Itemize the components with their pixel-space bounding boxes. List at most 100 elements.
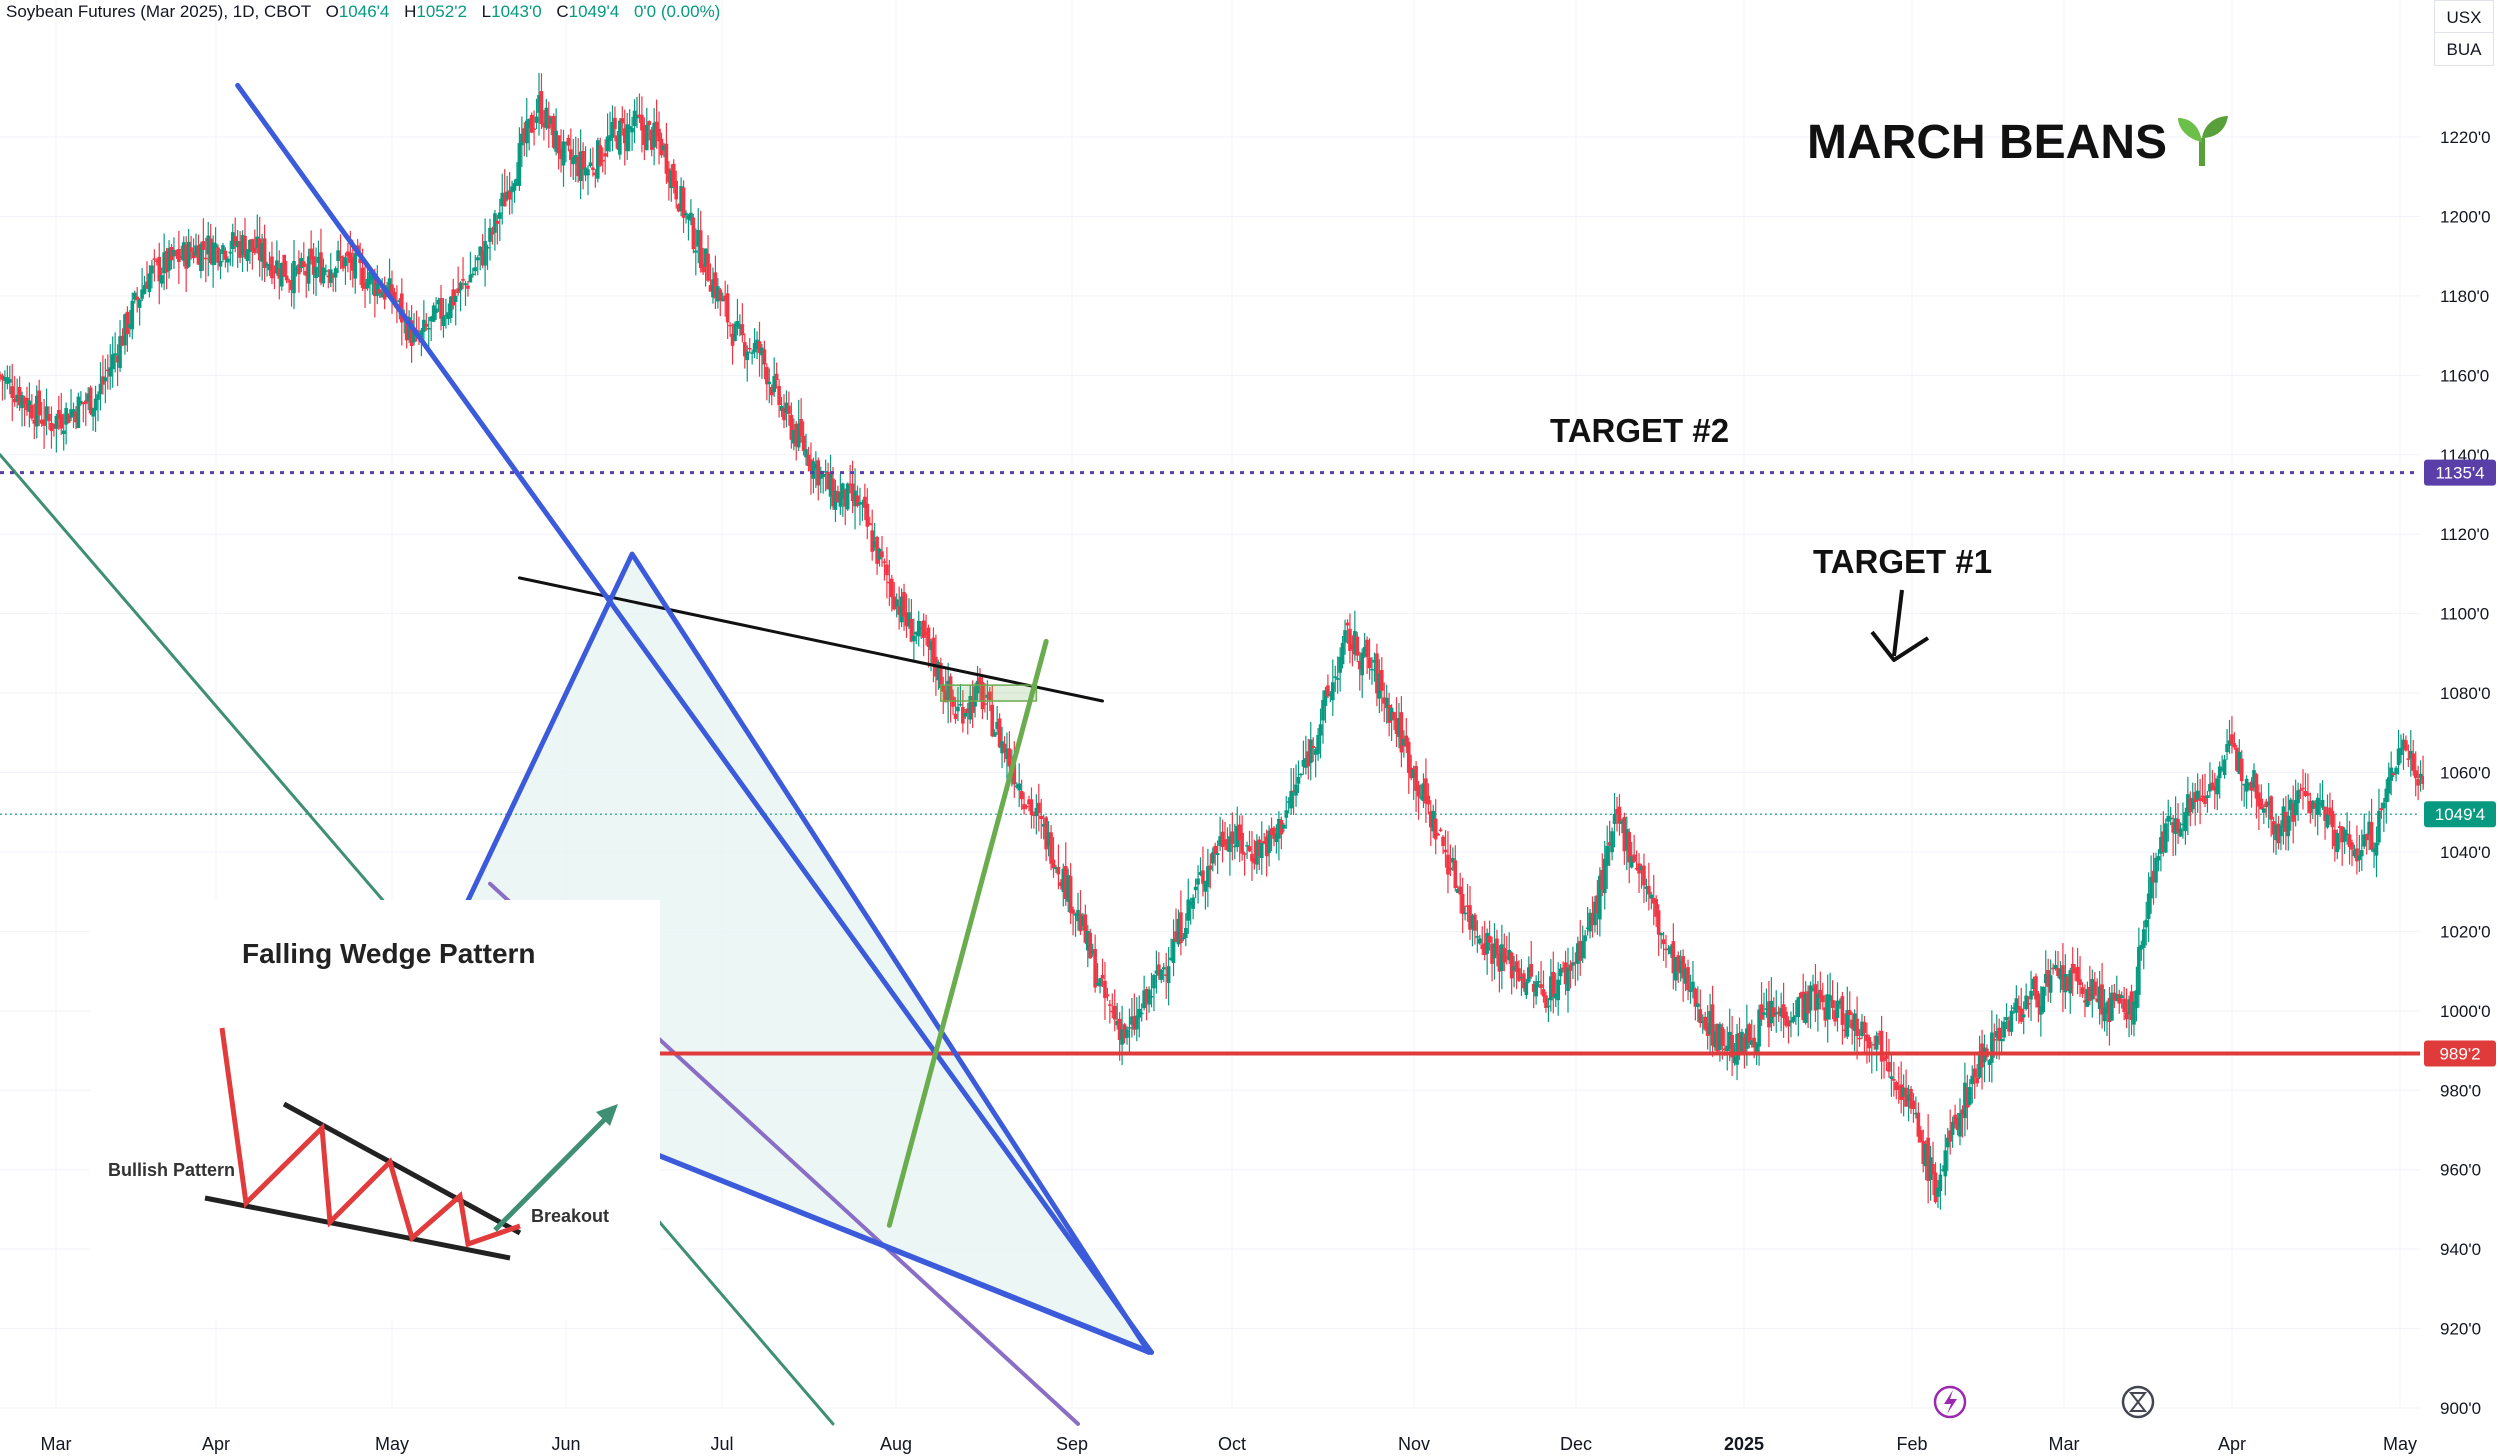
candle-body (2173, 818, 2178, 834)
hourglass-icon[interactable] (2121, 1385, 2155, 1419)
candle (1585, 907, 1590, 936)
candle (1632, 834, 1636, 863)
candle (1245, 841, 1249, 859)
candle (1960, 1105, 1965, 1138)
candle (1627, 828, 1632, 884)
candle-body (1737, 1032, 1742, 1052)
candle-body (978, 677, 982, 685)
candle (1948, 1109, 1952, 1155)
candle-body (1877, 1033, 1881, 1035)
candle-body (1882, 1057, 1886, 1061)
time-axis[interactable]: Mar Apr May Jun Jul Aug Sep Oct Nov Dec 2025 Feb Mar… (41, 1434, 2418, 1454)
candle-body (554, 130, 558, 152)
candle (1602, 840, 1607, 910)
candle-body (542, 122, 546, 128)
candle-body (123, 314, 127, 346)
candle (279, 262, 284, 291)
target2-label: TARGET #2 (1550, 412, 1729, 449)
candle-body (343, 257, 348, 267)
candle (2335, 829, 2340, 860)
candle-body (1862, 1022, 1867, 1034)
candle (1171, 919, 1176, 977)
candle-body (2115, 994, 2119, 1002)
candle (1899, 1061, 1903, 1114)
candle-body (1576, 943, 1580, 964)
candle-body (716, 286, 720, 302)
candle-body (1446, 854, 1450, 875)
candle (292, 239, 296, 310)
candle-body (346, 251, 350, 257)
candle-body (1316, 735, 1320, 754)
candle (1137, 995, 1142, 1038)
candle-body (159, 275, 164, 284)
candle (1380, 657, 1384, 712)
candle (1367, 638, 1372, 680)
candle (1715, 1023, 1720, 1055)
candle (1230, 812, 1235, 861)
candle-body (441, 316, 446, 326)
price-axis[interactable]: 1220'01200'01180'01160'01140'01120'01100… (2424, 0, 2500, 1456)
candle (850, 460, 855, 514)
candle (1059, 879, 1063, 890)
candle (1977, 1035, 1982, 1079)
candle (1730, 1015, 1734, 1076)
candle-body (1588, 912, 1592, 932)
candle-body (897, 606, 901, 615)
candle (422, 300, 426, 342)
candle-body (782, 407, 786, 421)
candle (1426, 783, 1431, 815)
candle (221, 242, 225, 263)
candle (1544, 991, 1548, 1013)
lightning-icon[interactable] (1933, 1385, 1967, 1419)
candle-body (2080, 987, 2085, 994)
candle-body (1225, 839, 1230, 851)
candle-body (2070, 963, 2075, 974)
candle-body (549, 117, 554, 124)
symbol-name[interactable]: Soybean Futures (Mar 2025), 1D, CBOT (6, 2, 311, 21)
candle (603, 139, 607, 175)
candle-body (2117, 994, 2122, 1004)
candle-body (1284, 810, 1289, 818)
candle-body (245, 249, 250, 261)
quantity-unit[interactable]: BUA (2434, 32, 2494, 66)
candle-body (1228, 836, 1232, 852)
candle-body (1769, 1000, 1774, 1024)
candle (968, 685, 972, 724)
price-tick-label: 940'0 (2440, 1240, 2481, 1259)
candle-body (230, 232, 235, 249)
candle-body (664, 143, 669, 174)
candle-body (1414, 766, 1418, 791)
candle (25, 386, 29, 416)
candle-body (855, 495, 860, 506)
candle (2097, 971, 2102, 1025)
candle (2159, 824, 2163, 872)
candle-body (2296, 790, 2300, 804)
candle-body (1637, 863, 1641, 874)
candle-body (1833, 1010, 1837, 1022)
price-axis-bg (2424, 0, 2500, 1456)
candle (2394, 766, 2398, 782)
candle-body (882, 561, 887, 563)
candle (15, 378, 19, 409)
candle-body (632, 110, 637, 127)
candle (1776, 1006, 1781, 1022)
candle (2176, 803, 2180, 845)
candle (1590, 896, 1595, 938)
candle-body (1424, 778, 1428, 804)
candle-body (456, 288, 460, 294)
candle-body (1149, 995, 1154, 998)
candle-body (360, 267, 365, 288)
candle (882, 558, 887, 581)
candle-body (1583, 935, 1587, 942)
candle-body (961, 706, 965, 724)
candle-body (1389, 707, 1394, 721)
candle (774, 362, 779, 389)
candle (54, 413, 59, 453)
candle (958, 684, 963, 707)
candle (1593, 895, 1597, 933)
candle (152, 249, 157, 282)
candle (201, 218, 206, 271)
candle-body (338, 255, 343, 258)
currency-unit[interactable]: USX (2434, 0, 2494, 34)
